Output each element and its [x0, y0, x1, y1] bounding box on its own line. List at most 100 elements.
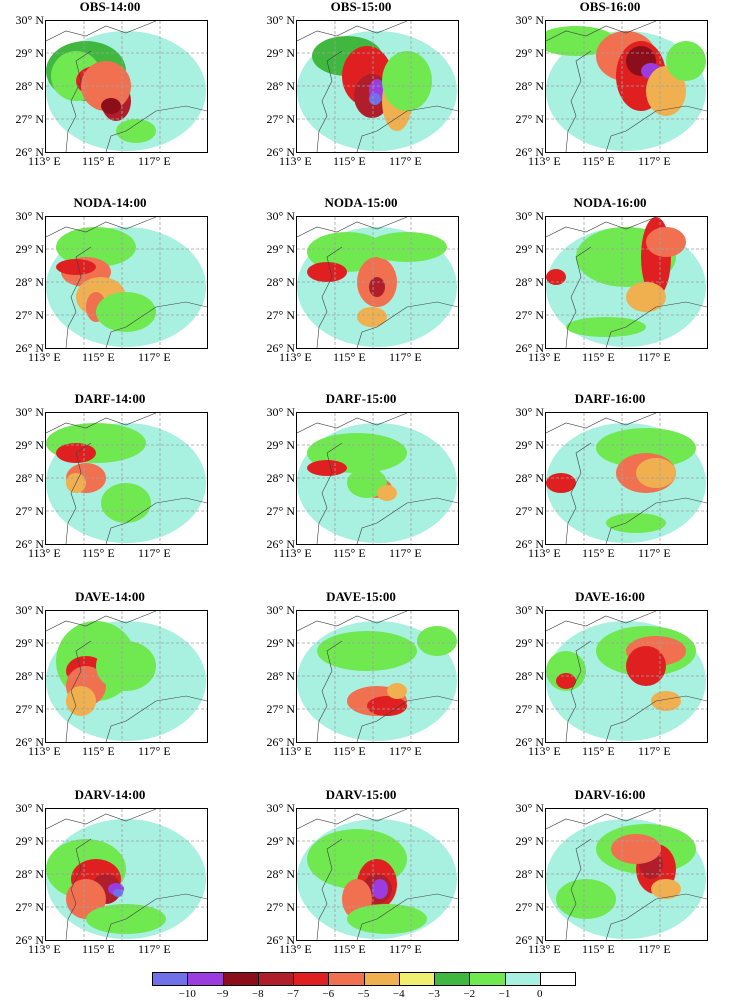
map-plot — [545, 216, 708, 349]
lat-label: 28° N — [266, 867, 295, 881]
map-panel: NODA-14:00 30° N 29° N 28° N 27° N 26° N 113° … — [10, 195, 210, 376]
map-plot — [45, 610, 208, 743]
precip-patch — [546, 473, 576, 493]
lat-label: 29° N — [266, 834, 295, 848]
lat-label: 28° N — [515, 669, 544, 683]
map-plot — [45, 412, 208, 545]
lat-label: 26° N — [15, 341, 44, 355]
map-panel: OBS-16:00 30° N 29° N 28° N 27° N 26° N 113° E… — [510, 0, 710, 180]
map-panel: DARF-16:00 30° N 29° N 28° N 27° N 26° N 113° … — [510, 391, 710, 572]
map-plot — [296, 412, 459, 545]
precip-field — [297, 809, 458, 940]
panel-title: OBS-14:00 — [79, 0, 141, 14]
lat-label: 27° N — [15, 504, 44, 518]
lat-label: 28° N — [515, 471, 544, 485]
map-plot — [545, 412, 708, 545]
lat-label: 28° N — [515, 275, 544, 289]
map-plot — [45, 808, 208, 941]
lon-label: 115° E — [333, 942, 366, 956]
precip-patch — [96, 292, 156, 332]
colorbar-label: −10 — [178, 988, 196, 1000]
lat-label: 29° N — [266, 242, 295, 256]
precip-field — [546, 413, 707, 544]
lat-label: 29° N — [515, 636, 544, 650]
lat-label: 30° N — [515, 603, 544, 617]
precip-field — [297, 611, 458, 742]
colorbar-segment — [469, 972, 506, 986]
province-border — [297, 809, 458, 940]
lon-label: 115° E — [333, 154, 366, 168]
colorbar-segment — [187, 972, 224, 986]
lat-label: 27° N — [266, 112, 295, 126]
precip-patch — [317, 631, 417, 671]
province-border — [297, 611, 458, 742]
map-panel: DAVE-15:00 30° N 29° N 28° N 27° N 26° N 113° … — [261, 589, 461, 770]
precip-field — [546, 21, 707, 152]
lat-label: 26° N — [15, 933, 44, 947]
precip-patch — [113, 889, 123, 897]
colorbar-segment — [363, 972, 400, 986]
province-border — [46, 611, 207, 742]
lon-label: 113° E — [279, 350, 312, 364]
province-border — [546, 21, 707, 152]
precip-patch — [566, 317, 646, 337]
province-border — [46, 217, 207, 348]
precip-field — [546, 217, 707, 348]
lat-label: 28° N — [266, 79, 295, 93]
precip-patch — [651, 691, 681, 711]
precip-patch — [96, 641, 156, 691]
precip-patch — [347, 468, 387, 498]
colorbar-label: −4 — [392, 988, 405, 1000]
lat-label: 26° N — [266, 933, 295, 947]
lat-label: 26° N — [515, 537, 544, 551]
lat-label: 30° N — [266, 209, 295, 223]
map-panel: DAVE-14:00 30° N 29° N 28° N 27° N 26° N 113° … — [10, 589, 210, 770]
map-plot — [296, 20, 459, 153]
colorbar-label: −9 — [216, 988, 229, 1000]
map-plot — [545, 808, 708, 941]
lat-label: 27° N — [15, 308, 44, 322]
lat-label: 27° N — [515, 112, 544, 126]
precip-patch — [556, 879, 616, 919]
colorbar-label: −3 — [428, 988, 440, 1000]
precip-patch — [369, 93, 381, 105]
lat-label: 28° N — [15, 79, 44, 93]
lat-label: 27° N — [15, 112, 44, 126]
lat-label: 27° N — [15, 900, 44, 914]
panel-title: NODA-15:00 — [324, 195, 398, 210]
lon-label: 117° E — [138, 942, 171, 956]
lat-label: 30° N — [266, 603, 295, 617]
lat-label: 30° N — [15, 13, 44, 27]
precip-patch — [66, 879, 106, 919]
map-plot — [45, 20, 208, 153]
precip-patch — [372, 879, 388, 899]
lat-label: 27° N — [266, 504, 295, 518]
province-border — [546, 809, 707, 940]
colorbar-label: −6 — [322, 988, 335, 1000]
precip-patch — [417, 626, 457, 656]
panel-title: DARV-16:00 — [574, 787, 646, 802]
precip-patch — [367, 696, 407, 716]
precip-patch — [666, 41, 706, 81]
lon-label: 115° E — [582, 546, 615, 560]
lat-label: 27° N — [266, 702, 295, 716]
panel-title: DAVE-16:00 — [575, 589, 645, 604]
lat-label: 29° N — [515, 242, 544, 256]
precip-field — [46, 809, 207, 940]
colorbar-segment — [257, 972, 294, 986]
precip-patch — [369, 277, 385, 297]
lon-label: 113° E — [528, 350, 561, 364]
precip-field — [297, 21, 458, 152]
precip-patch — [367, 232, 447, 262]
map-plot — [545, 20, 708, 153]
province-border — [46, 413, 207, 544]
province-border — [46, 809, 207, 940]
lon-label: 117° E — [138, 154, 171, 168]
lat-label: 26° N — [15, 735, 44, 749]
panel-title: DARF-15:00 — [325, 391, 397, 406]
province-border — [46, 21, 207, 152]
precip-patch — [611, 834, 661, 864]
lat-label: 26° N — [515, 735, 544, 749]
lon-label: 113° E — [28, 546, 61, 560]
precip-patch — [56, 259, 96, 275]
